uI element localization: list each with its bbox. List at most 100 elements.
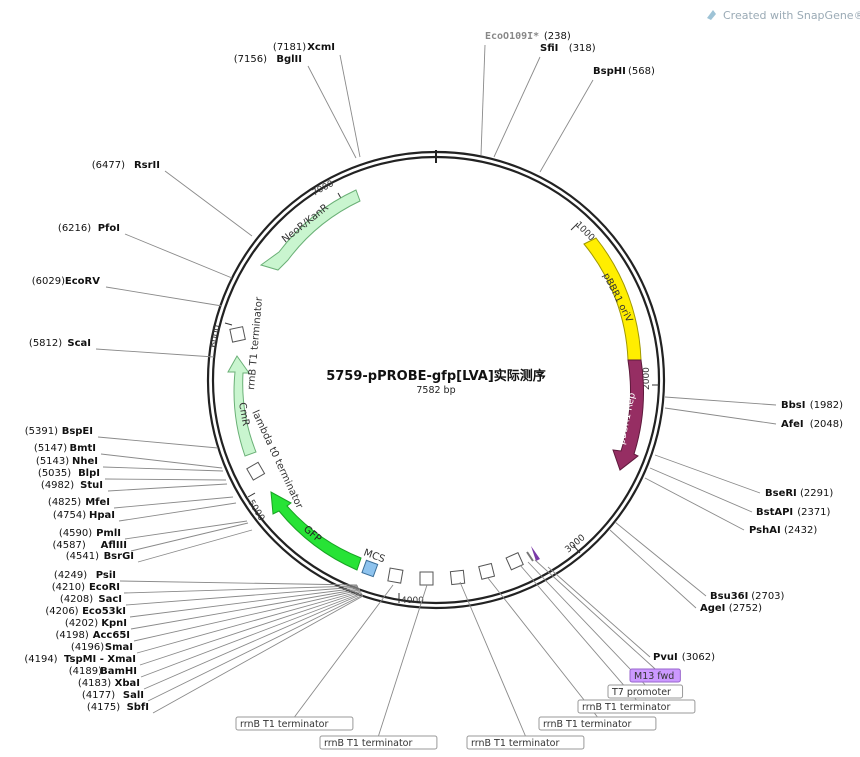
m13-primer-arrow[interactable] [531, 546, 540, 561]
site-name: PmlI [96, 528, 121, 539]
snapgene-watermark: Created with SnapGene® [707, 9, 860, 22]
site-bsu36i[interactable]: Bsu36I (2703) [710, 591, 785, 602]
feature-cmr[interactable]: CmR [227, 355, 257, 457]
feature-label-box[interactable]: M13 fwd [629, 668, 681, 683]
leader-line [164, 170, 253, 237]
site-ecoo109i-[interactable]: EcoO109I* (238) [485, 31, 571, 42]
site-xbai[interactable]: XbaI (4183) [78, 678, 140, 689]
site-sbfi[interactable]: SbfI (4175) [87, 702, 149, 713]
site-psii[interactable]: PsiI (4249) [54, 570, 116, 581]
terminator-box[interactable] [505, 552, 524, 571]
feature-label-box[interactable]: rrnB T1 terminator [538, 716, 657, 731]
terminator-box[interactable] [229, 326, 246, 343]
site-stui[interactable]: StuI (4982) [41, 480, 103, 491]
site-sfii[interactable]: SfiI (318) [540, 43, 596, 54]
site-name: EcoRV [65, 276, 100, 287]
site-kpni[interactable]: KpnI(4202) [65, 618, 127, 629]
feature-label-box[interactable]: rrnB T1 terminator [319, 735, 438, 750]
leader-line [654, 454, 761, 494]
site-name: TspMI - XmaI [64, 654, 136, 665]
site-pshai[interactable]: PshAI (2432) [749, 525, 817, 536]
site-name: RsrII [134, 160, 160, 171]
site-name: KpnI [101, 618, 127, 629]
site-scai[interactable]: ScaI (5812) [29, 338, 91, 349]
feature-label-box[interactable]: rrnB T1 terminator [577, 699, 696, 714]
leader-line [307, 65, 357, 159]
site-tspmi-xmai[interactable]: TspMI - XmaI (4194) [24, 654, 136, 665]
site-bamhi[interactable]: BamHI(4189) [69, 666, 137, 677]
site-afliii[interactable]: AflIII (4587) [53, 540, 127, 551]
leader-line [107, 483, 228, 492]
terminator-box[interactable] [246, 461, 266, 481]
site-smai[interactable]: SmaI(4196) [71, 642, 133, 653]
feature-label-box[interactable]: rrnB T1 terminator [235, 716, 354, 731]
site-bbsi[interactable]: BbsI (1982) [781, 400, 843, 411]
site-name: SacI [98, 594, 122, 605]
inner-label-rrnb-t1: rrnB T1 terminator [246, 296, 265, 391]
site-mfei[interactable]: MfeI (4825) [48, 497, 110, 508]
site-agei[interactable]: AgeI (2752) [700, 603, 762, 614]
leader-line [649, 467, 753, 513]
terminator-box[interactable] [478, 562, 496, 580]
site-position: (4982) [41, 480, 74, 491]
site-name: StuI [80, 480, 103, 491]
watermark-text: Created with SnapGene® [723, 9, 860, 22]
leader-line [339, 54, 361, 158]
terminator-box[interactable] [449, 569, 466, 586]
site-xcmi[interactable]: XcmI(7181) [273, 42, 335, 53]
site-ecorv[interactable]: EcoRV(6029) [32, 276, 101, 287]
site-afei[interactable]: AfeI (2048) [781, 419, 843, 430]
site-name: SfiI [540, 43, 558, 54]
site-position: (2703) [751, 591, 784, 602]
site-pmli[interactable]: PmlI (4590) [59, 528, 121, 539]
site-pvui[interactable]: PvuI (3062) [653, 652, 715, 663]
site-eco53ki[interactable]: Eco53kI (4206) [45, 606, 126, 617]
feature-label-box[interactable]: rrnB T1 terminator [466, 735, 585, 750]
leader-line [147, 594, 364, 702]
feature-gfp[interactable]: GFP [270, 491, 362, 571]
mcs-site[interactable]: MCS [361, 547, 386, 578]
feature-label-box[interactable]: T7 promoter [607, 684, 684, 699]
site-bspei[interactable]: BspEI (5391) [25, 426, 93, 437]
site-position: (4194) [24, 654, 57, 665]
site-bglii[interactable]: BglII (7156) [234, 54, 302, 65]
terminator-box[interactable] [387, 567, 404, 584]
site-name: AgeI [700, 603, 725, 614]
site-name: Eco53kI [82, 606, 126, 617]
site-pfoi[interactable]: PfoI (6216) [58, 223, 120, 234]
feature-pbbr1-rep[interactable]: pBBR1 Rep [612, 359, 644, 471]
site-sali[interactable]: SalI (4177) [82, 690, 144, 701]
feature-neor-kanr[interactable]: NeoR/KanR [259, 189, 361, 271]
site-position: (5391) [25, 426, 58, 437]
site-bmti[interactable]: BmtI(5147) [34, 443, 96, 454]
site-name: BbsI [781, 400, 805, 411]
site-leader-lines [95, 44, 777, 737]
restriction-sites: EcoO109I* (238)SfiI (318) BspHI (568) BbsI (19… [24, 31, 843, 713]
site-saci[interactable]: SacI (4208) [60, 594, 122, 605]
site-blpi[interactable]: BlpI (5035) [38, 468, 100, 479]
site-rsrii[interactable]: RsrII (6477) [92, 160, 160, 171]
site-position: (4541) [66, 551, 99, 562]
leader-line [493, 56, 541, 158]
site-bstapi[interactable]: BstAPI (2371) [756, 507, 831, 518]
label-box [577, 699, 696, 714]
site-position: (4175) [87, 702, 120, 713]
terminator-box[interactable] [419, 571, 434, 586]
feature-pbbr1-oriv[interactable]: pBBR1 oriV [583, 237, 642, 361]
leader-line [119, 580, 358, 586]
site-bsphi[interactable]: BspHI (568) [593, 66, 655, 77]
site-acc65i[interactable]: Acc65I (4198) [56, 630, 130, 641]
site-name: BstAPI [756, 507, 793, 518]
leader-line [100, 453, 223, 469]
site-bsrgi[interactable]: BsrGI (4541) [66, 551, 134, 562]
leader-line [294, 584, 394, 718]
site-position: (6029) [32, 276, 65, 287]
site-nhei[interactable]: NheI(5143) [36, 456, 98, 467]
site-bseri[interactable]: BseRI (2291) [765, 488, 833, 499]
leader-line [104, 478, 227, 481]
site-ecori[interactable]: EcoRI (4210) [52, 582, 120, 593]
site-name: ScaI [67, 338, 91, 349]
leader-line [547, 566, 651, 658]
site-hpai[interactable]: HpaI(4754) [53, 510, 115, 521]
